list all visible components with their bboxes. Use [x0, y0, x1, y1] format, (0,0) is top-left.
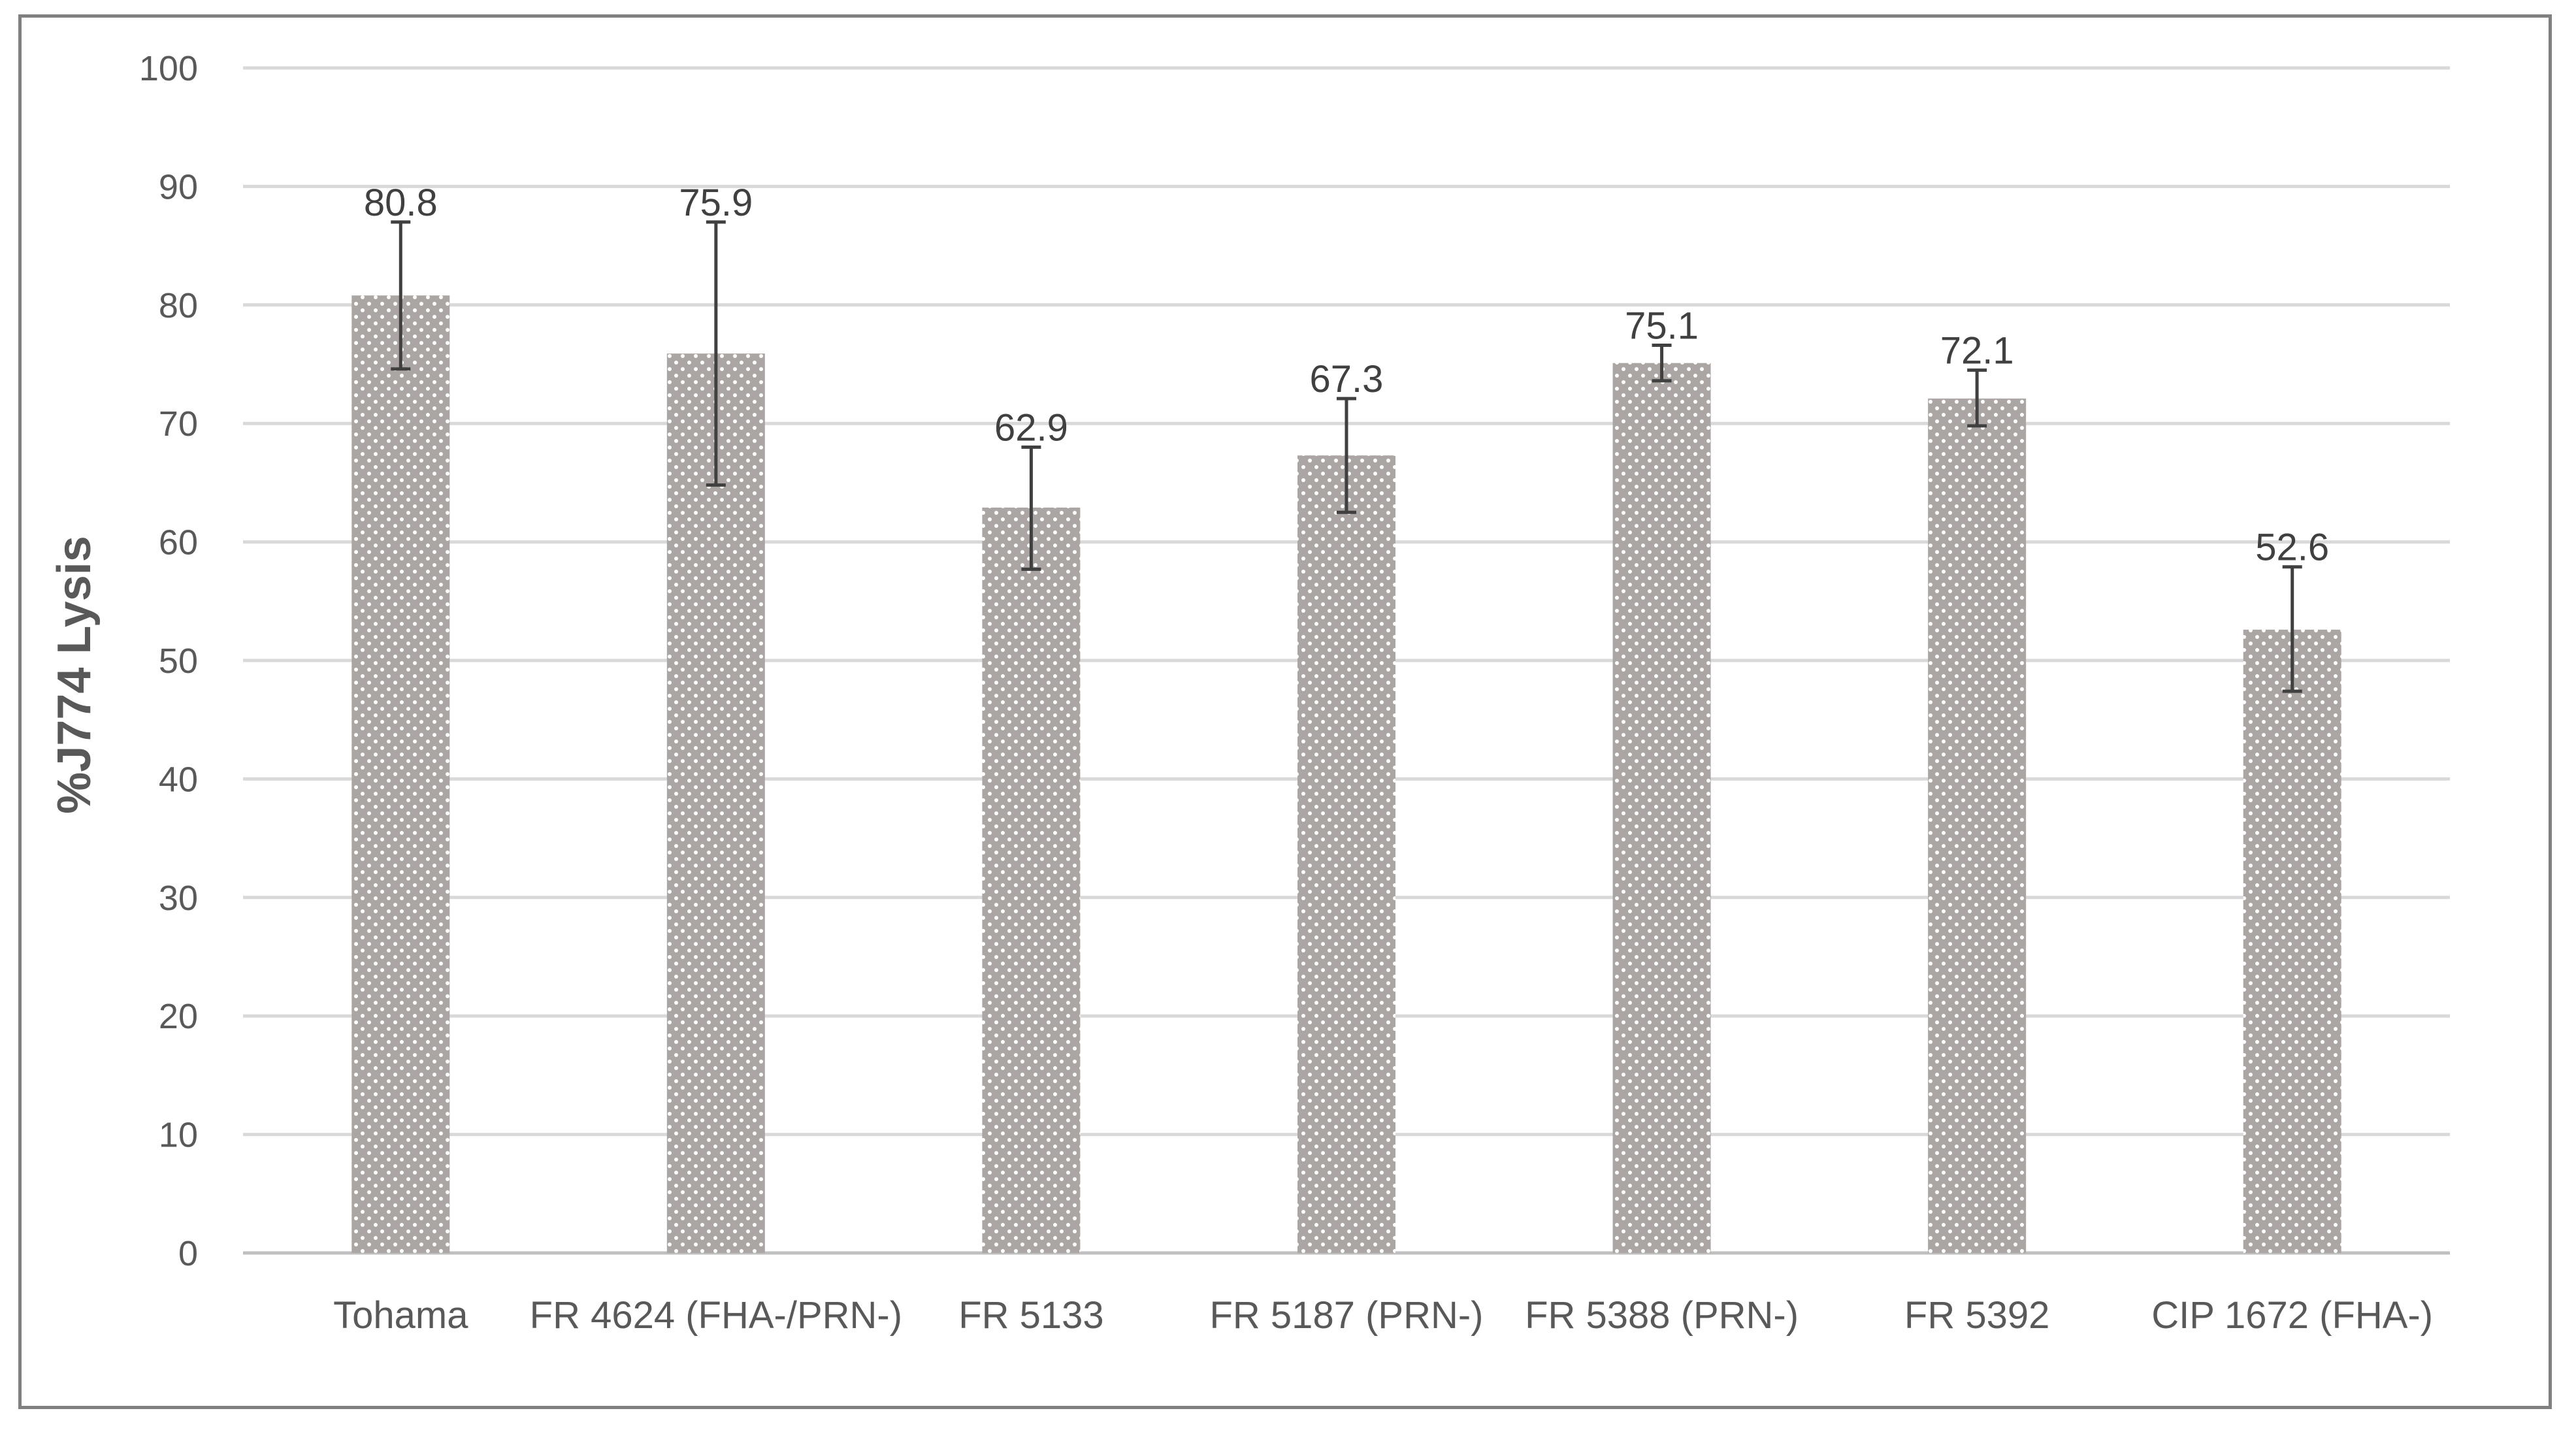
- data-label-2: 75.9: [679, 182, 753, 224]
- data-label-3: 62.9: [994, 406, 1068, 449]
- data-labels: 80.8 75.9 62.9 67.3 75.1 72.1 52.6: [364, 182, 2329, 569]
- y-tick-label: 60: [159, 523, 198, 562]
- x-tick-label-6: FR 5392: [1904, 1294, 2049, 1337]
- y-tick-label: 50: [159, 642, 198, 681]
- error-bar-7: [2282, 565, 2302, 693]
- y-tick-label: 20: [159, 997, 198, 1036]
- y-tick-label: 30: [159, 879, 198, 918]
- y-tick-label: 40: [159, 760, 198, 799]
- error-bar-1: [391, 220, 411, 371]
- gridlines: [243, 66, 2450, 1255]
- y-tick-label: 10: [159, 1116, 198, 1155]
- y-tick-label: 0: [178, 1234, 198, 1273]
- x-tick-label-1: Tohama: [333, 1294, 468, 1337]
- error-bar-4: [1337, 397, 1356, 514]
- data-label-4: 67.3: [1310, 358, 1384, 400]
- y-axis-title: %J774 Lysis: [48, 536, 101, 814]
- data-label-6: 72.1: [1940, 330, 2014, 372]
- bar-7: [2243, 629, 2341, 1253]
- error-bars: [391, 220, 2302, 693]
- y-tick-label: 70: [159, 404, 198, 444]
- y-axis-tick-labels: 0 10 20 30 40 50 60 70 80 90 100: [139, 49, 198, 1273]
- data-label-5: 75.1: [1625, 304, 1699, 347]
- error-bar-2: [706, 220, 726, 487]
- error-bar-6: [1967, 368, 1987, 428]
- y-tick-label: 100: [139, 49, 198, 88]
- x-tick-label-3: FR 5133: [958, 1294, 1103, 1337]
- x-tick-label-2: FR 4624 (FHA-/PRN-): [530, 1294, 902, 1337]
- data-label-1: 80.8: [364, 182, 438, 224]
- bar-4: [1297, 455, 1395, 1253]
- x-tick-label-5: FR 5388 (PRN-): [1525, 1294, 1799, 1337]
- data-label-7: 52.6: [2255, 527, 2329, 569]
- error-bar-3: [1021, 445, 1041, 571]
- bar-1: [351, 295, 450, 1254]
- y-tick-label: 80: [159, 286, 198, 325]
- bars: [351, 295, 2341, 1254]
- x-tick-label-4: FR 5187 (PRN-): [1210, 1294, 1484, 1337]
- bar-3: [982, 507, 1081, 1253]
- bar-5: [1612, 363, 1711, 1253]
- error-bar-5: [1652, 343, 1672, 383]
- x-tick-label-7: CIP 1672 (FHA-): [2151, 1294, 2433, 1337]
- bar-6: [1928, 398, 2027, 1254]
- y-tick-label: 90: [159, 167, 198, 206]
- x-axis-category-labels: Tohama FR 4624 (FHA-/PRN-) FR 5133 FR 5187 …: [333, 1294, 2433, 1337]
- bar-2: [666, 353, 765, 1253]
